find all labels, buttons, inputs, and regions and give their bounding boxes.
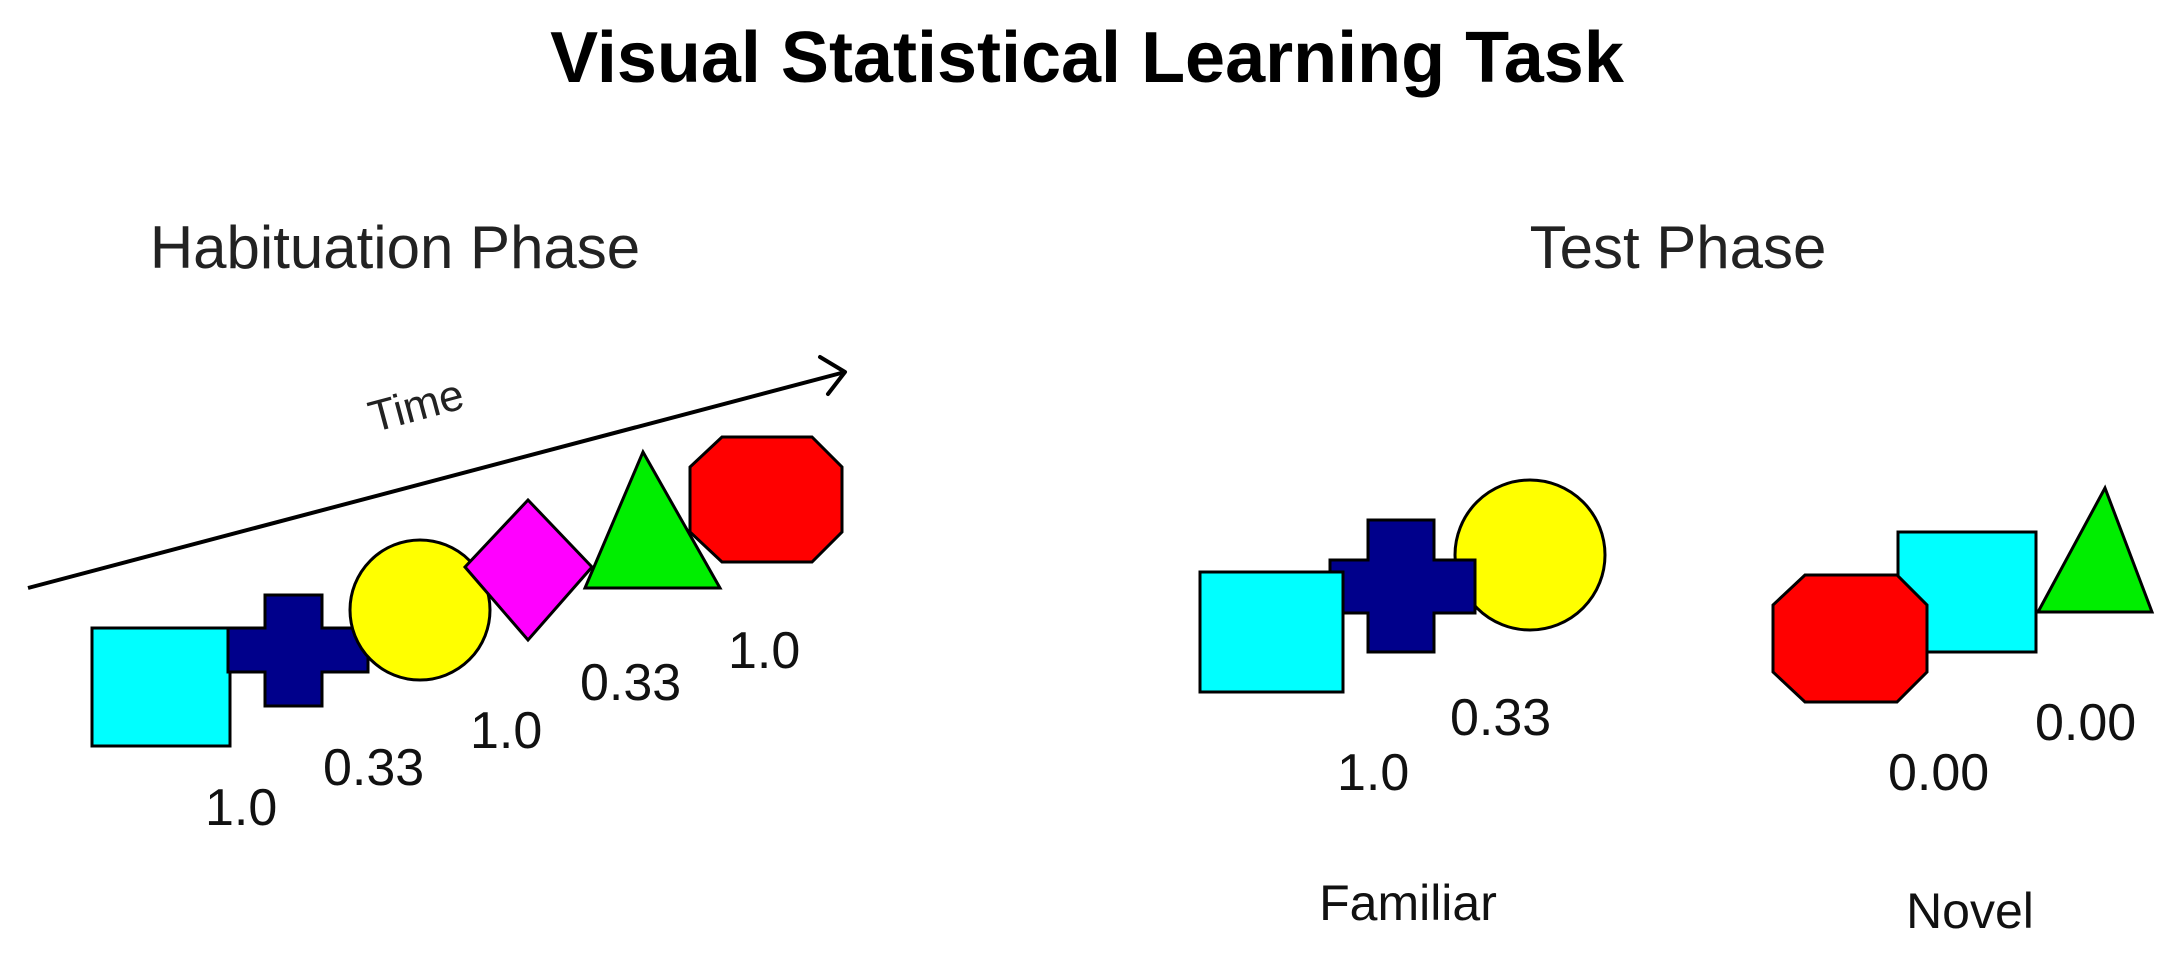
navy-cross-shape bbox=[226, 593, 370, 708]
red-octagon-shape bbox=[688, 435, 844, 564]
familiar-label: Familiar bbox=[1319, 875, 1497, 931]
habituation-prob-2: 0.33 bbox=[323, 739, 424, 797]
magenta-diamond-shape bbox=[462, 497, 595, 643]
habituation-prob-4: 0.33 bbox=[580, 654, 681, 712]
time-label: Time bbox=[363, 370, 469, 442]
red-octagon-shape bbox=[1771, 573, 1929, 704]
green-triangle-shape bbox=[2035, 484, 2155, 614]
green-triangle-shape bbox=[582, 448, 723, 590]
familiar-prob-2: 0.33 bbox=[1450, 689, 1551, 747]
novel-prob-1: 0.00 bbox=[1888, 744, 1989, 802]
yellow-circle-shape bbox=[348, 538, 492, 682]
familiar-sequence: 1.0 0.33 Familiar bbox=[1198, 478, 1607, 931]
novel-prob-2: 0.00 bbox=[2035, 694, 2136, 752]
test-phase: Test Phase 1.0 0.33 Familiar 0.00 0.00 N… bbox=[1198, 214, 2155, 939]
test-heading: Test Phase bbox=[1530, 214, 1827, 281]
diagram-title: Visual Statistical Learning Task bbox=[550, 18, 1625, 98]
cyan-square-shape bbox=[1896, 530, 2038, 654]
cyan-square-shape bbox=[90, 626, 232, 748]
habituation-heading: Habituation Phase bbox=[150, 214, 640, 281]
novel-sequence: 0.00 0.00 Novel bbox=[1771, 484, 2155, 939]
habituation-phase: Habituation Phase Time 1.0 0.33 1.0 0.33… bbox=[27, 214, 847, 837]
habituation-prob-5: 1.0 bbox=[728, 622, 800, 680]
novel-label: Novel bbox=[1906, 883, 2034, 939]
habituation-prob-1: 1.0 bbox=[205, 779, 277, 837]
familiar-prob-1: 1.0 bbox=[1337, 744, 1409, 802]
navy-cross-shape bbox=[1328, 518, 1477, 654]
yellow-circle-shape bbox=[1453, 478, 1607, 632]
time-arrow bbox=[27, 355, 847, 590]
cyan-square-shape bbox=[1198, 570, 1345, 694]
habituation-prob-3: 1.0 bbox=[470, 702, 542, 760]
